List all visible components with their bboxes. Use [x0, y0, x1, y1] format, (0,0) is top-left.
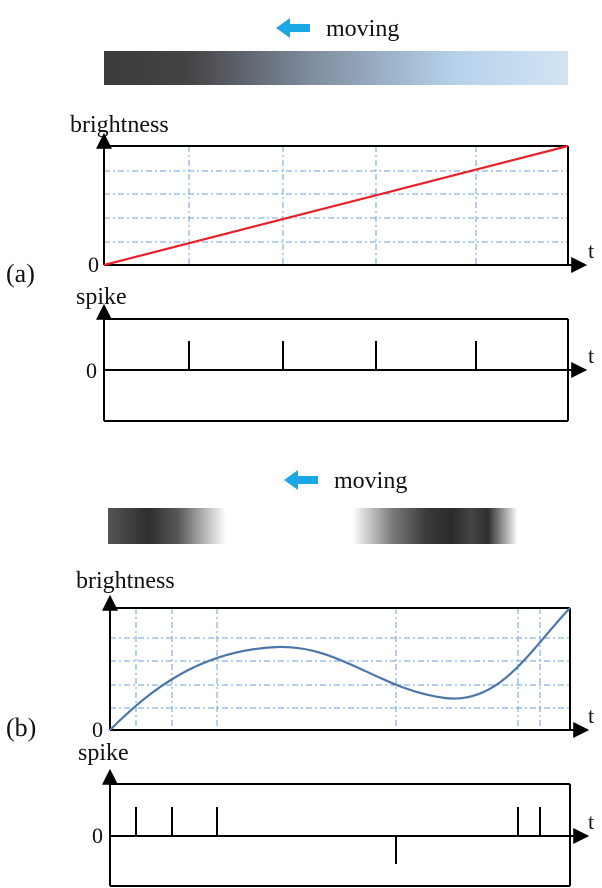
spikes-b — [135, 807, 541, 864]
t-label-b: t — [588, 703, 594, 728]
spikes-a — [188, 341, 477, 370]
brightness-curve-b — [109, 607, 571, 731]
spike-label-b: spike — [78, 740, 129, 766]
gradient-bar-a — [104, 51, 568, 85]
spike-t-label-b: t — [588, 809, 594, 834]
panel-tag-a: (a) — [6, 259, 35, 288]
brightness-plot-a: 0 t — [88, 132, 594, 277]
left-arrow-icon — [284, 470, 318, 490]
spike-t-label-a: t — [588, 343, 594, 368]
spike-label-a: spike — [76, 284, 127, 310]
origin-label-b: 0 — [92, 717, 103, 742]
moving-label-a: moving — [326, 16, 399, 42]
spike-origin-label-a: 0 — [86, 358, 97, 383]
moving-indicator-b: moving — [284, 468, 407, 494]
left-arrow-icon — [276, 18, 310, 38]
spike-origin-label-b: 0 — [92, 823, 103, 848]
panel-b: moving brightness 0 t — [6, 468, 594, 887]
moving-label-b: moving — [334, 468, 407, 494]
brightness-plot-b: 0 t — [92, 594, 594, 742]
panel-tag-b: (b) — [6, 713, 36, 742]
t-label-a: t — [588, 238, 594, 263]
spike-plot-b: 0 t — [92, 768, 594, 887]
spike-plot-a: 0 t — [86, 303, 594, 422]
brightness-label-a: brightness — [70, 112, 169, 138]
brightness-label-b: brightness — [76, 568, 175, 594]
gradient-bar-b-left — [108, 508, 226, 544]
gradient-bar-b-right — [352, 508, 518, 544]
grid-a — [104, 146, 568, 265]
grid-b — [110, 608, 570, 730]
panel-a: moving brightness 0 — [6, 16, 594, 422]
brightness-curve-a — [103, 144, 569, 267]
origin-label-a: 0 — [88, 252, 99, 277]
moving-indicator-a: moving — [276, 16, 399, 42]
